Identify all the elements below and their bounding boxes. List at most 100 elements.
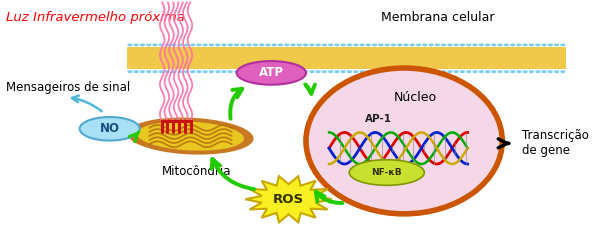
Circle shape xyxy=(291,44,295,46)
Circle shape xyxy=(454,44,458,46)
Circle shape xyxy=(134,44,138,46)
Circle shape xyxy=(542,44,546,46)
Circle shape xyxy=(229,44,232,46)
Text: ATP: ATP xyxy=(259,66,284,79)
Circle shape xyxy=(197,44,201,46)
Text: ROS: ROS xyxy=(273,193,304,206)
Circle shape xyxy=(530,44,533,46)
Circle shape xyxy=(153,71,157,72)
Circle shape xyxy=(473,44,477,46)
Text: Mitocôndria: Mitocôndria xyxy=(161,165,231,178)
Circle shape xyxy=(184,71,188,72)
Circle shape xyxy=(191,44,194,46)
Circle shape xyxy=(523,44,527,46)
Circle shape xyxy=(373,44,376,46)
Circle shape xyxy=(511,44,515,46)
Ellipse shape xyxy=(80,117,140,140)
Circle shape xyxy=(134,71,138,72)
Circle shape xyxy=(166,71,169,72)
Circle shape xyxy=(266,44,270,46)
Circle shape xyxy=(172,44,176,46)
Ellipse shape xyxy=(128,118,253,155)
Circle shape xyxy=(548,71,552,72)
Circle shape xyxy=(216,71,220,72)
Circle shape xyxy=(485,71,490,72)
Circle shape xyxy=(505,71,508,72)
Circle shape xyxy=(278,71,283,72)
Circle shape xyxy=(147,44,151,46)
Circle shape xyxy=(367,71,370,72)
Circle shape xyxy=(536,71,539,72)
Text: Luz Infravermelho próxima: Luz Infravermelho próxima xyxy=(6,10,185,24)
Circle shape xyxy=(442,71,446,72)
Circle shape xyxy=(272,71,276,72)
Circle shape xyxy=(235,44,238,46)
Circle shape xyxy=(247,44,251,46)
Bar xyxy=(127,47,566,69)
Circle shape xyxy=(385,71,389,72)
Circle shape xyxy=(347,71,352,72)
Circle shape xyxy=(542,71,546,72)
Circle shape xyxy=(354,71,358,72)
Text: AP-1: AP-1 xyxy=(365,114,392,124)
Circle shape xyxy=(555,44,559,46)
Circle shape xyxy=(316,44,320,46)
Circle shape xyxy=(517,71,521,72)
Circle shape xyxy=(254,44,257,46)
Circle shape xyxy=(379,44,383,46)
Circle shape xyxy=(367,44,370,46)
Circle shape xyxy=(222,44,226,46)
Circle shape xyxy=(473,71,477,72)
Circle shape xyxy=(160,71,163,72)
Circle shape xyxy=(492,71,496,72)
Circle shape xyxy=(461,44,464,46)
Circle shape xyxy=(404,71,408,72)
Circle shape xyxy=(254,71,257,72)
Circle shape xyxy=(392,44,395,46)
Circle shape xyxy=(166,44,169,46)
Circle shape xyxy=(285,71,289,72)
Ellipse shape xyxy=(137,122,244,151)
Circle shape xyxy=(128,71,132,72)
Circle shape xyxy=(354,44,358,46)
Circle shape xyxy=(410,44,414,46)
Circle shape xyxy=(341,44,345,46)
Circle shape xyxy=(178,71,182,72)
Circle shape xyxy=(147,71,151,72)
Circle shape xyxy=(229,71,232,72)
Circle shape xyxy=(536,44,539,46)
Circle shape xyxy=(323,44,326,46)
Circle shape xyxy=(492,44,496,46)
Circle shape xyxy=(329,44,332,46)
Circle shape xyxy=(410,71,414,72)
Circle shape xyxy=(448,71,452,72)
Circle shape xyxy=(304,71,307,72)
Circle shape xyxy=(379,71,383,72)
Circle shape xyxy=(398,44,401,46)
Circle shape xyxy=(467,71,470,72)
Circle shape xyxy=(291,71,295,72)
Circle shape xyxy=(235,71,238,72)
Circle shape xyxy=(467,44,470,46)
Circle shape xyxy=(360,71,364,72)
Text: Mensageiros de sinal: Mensageiros de sinal xyxy=(6,81,130,94)
Circle shape xyxy=(247,71,251,72)
Circle shape xyxy=(479,44,483,46)
Circle shape xyxy=(530,71,533,72)
Circle shape xyxy=(498,71,502,72)
Circle shape xyxy=(209,71,214,72)
Circle shape xyxy=(454,71,458,72)
Circle shape xyxy=(429,44,433,46)
Circle shape xyxy=(416,44,421,46)
Circle shape xyxy=(197,71,201,72)
Ellipse shape xyxy=(236,61,306,85)
Text: NO: NO xyxy=(100,122,119,135)
Circle shape xyxy=(310,44,314,46)
Ellipse shape xyxy=(306,68,502,214)
Text: Núcleo: Núcleo xyxy=(394,91,437,104)
Circle shape xyxy=(341,71,345,72)
Ellipse shape xyxy=(349,160,424,185)
Circle shape xyxy=(316,71,320,72)
Circle shape xyxy=(216,44,220,46)
Circle shape xyxy=(517,44,521,46)
